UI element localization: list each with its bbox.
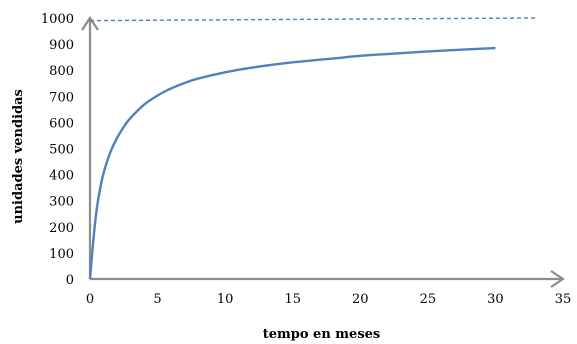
y-tick-label: 300 xyxy=(49,195,74,210)
x-tick-label: 35 xyxy=(555,292,572,307)
y-tick-label: 600 xyxy=(49,116,74,131)
axes xyxy=(81,16,565,288)
x-tick-label: 10 xyxy=(217,292,234,307)
x-tick-label: 20 xyxy=(352,292,369,307)
y-tick-label: 900 xyxy=(49,38,74,53)
y-tick-label: 0 xyxy=(66,273,74,288)
x-tick-label: 25 xyxy=(420,292,437,307)
x-axis-title: tempo en meses xyxy=(263,327,381,342)
y-tick-label: 800 xyxy=(49,64,74,79)
sales-curve-line xyxy=(88,46,496,280)
y-tick-label: 200 xyxy=(49,221,74,236)
x-tick-label: 5 xyxy=(153,292,161,307)
y-axis-title: unidades vendidas xyxy=(11,89,26,224)
y-tick-label: 100 xyxy=(49,247,74,262)
y-tick-label: 500 xyxy=(49,143,74,158)
asymptote-dashed-line xyxy=(89,17,536,22)
y-tick-label: 400 xyxy=(49,169,74,184)
y-axis-arrowhead xyxy=(81,16,99,31)
x-tick-label: 0 xyxy=(86,292,94,307)
y-tick-label: 700 xyxy=(49,90,74,105)
series xyxy=(88,17,536,280)
x-axis-arrowhead xyxy=(550,270,565,288)
tick-labels: 0 5 10 15 20 25 30 35 0 100 200 300 400 500 600 700 800 9… xyxy=(41,12,571,307)
x-tick-label: 15 xyxy=(284,292,301,307)
x-tick-label: 30 xyxy=(487,292,504,307)
y-tick-label: 1000 xyxy=(41,12,74,27)
